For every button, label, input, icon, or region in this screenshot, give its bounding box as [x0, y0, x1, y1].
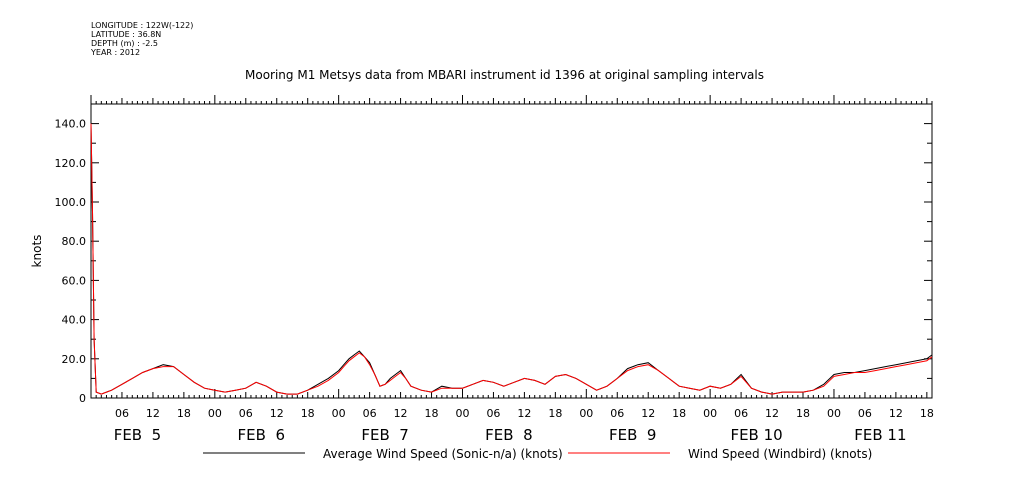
day-label: FEB 8: [485, 426, 532, 444]
x-tick-label: 00: [579, 407, 593, 420]
x-tick-label: 12: [641, 407, 655, 420]
chart-title: Mooring M1 Metsys data from MBARI instru…: [245, 68, 764, 82]
x-tick-label: 00: [827, 407, 841, 420]
x-tick-labels: 06 12 18 00 06 12 18 00 06 12 18 00 06 12 18 00 06 12 18 00…: [115, 407, 934, 420]
depth-label: DEPTH (m) : -2.5: [91, 39, 158, 48]
x-tick-label: 06: [239, 407, 253, 420]
day-label: FEB 5: [114, 426, 161, 444]
axis-ticks: [90, 95, 933, 399]
day-label: FEB 10: [730, 426, 782, 444]
x-tick-label: 06: [115, 407, 129, 420]
series-lines: [90, 123, 933, 395]
y-tick-label: 120.0: [55, 157, 87, 170]
x-tick-label: 12: [270, 407, 284, 420]
day-label: FEB 9: [609, 426, 656, 444]
longitude-label: LONGITUDE : 122W(-122): [91, 21, 194, 30]
y-tick-label: 20.0: [62, 353, 87, 366]
y-tick-label: 140.0: [55, 118, 87, 131]
x-tick-label: 06: [734, 407, 748, 420]
y-tick-label: 60.0: [62, 274, 87, 287]
x-tick-label: 18: [548, 407, 562, 420]
plot-frame: [90, 103, 933, 399]
x-tick-label: 18: [920, 407, 934, 420]
x-tick-label: 18: [301, 407, 315, 420]
year-label: YEAR : 2012: [91, 48, 141, 57]
y-tick-label: 80.0: [62, 235, 87, 248]
legend: Average Wind Speed (Sonic-n/a) (knots) W…: [203, 447, 872, 461]
y-axis-label: knots: [30, 235, 44, 268]
x-tick-label: 18: [796, 407, 810, 420]
x-tick-label: 00: [455, 407, 469, 420]
x-tick-label: 12: [889, 407, 903, 420]
day-label: FEB 7: [361, 426, 408, 444]
x-tick-label: 12: [146, 407, 160, 420]
x-tick-label: 00: [703, 407, 717, 420]
x-tick-label: 18: [177, 407, 191, 420]
x-tick-label: 06: [363, 407, 377, 420]
y-tick-label: 0: [79, 392, 86, 405]
x-tick-label: 18: [672, 407, 686, 420]
day-label: FEB 6: [238, 426, 285, 444]
x-tick-label: 12: [394, 407, 408, 420]
x-tick-label: 12: [517, 407, 531, 420]
day-labels: FEB 5 FEB 6 FEB 7 FEB 8 FEB 9 FEB 10 FEB 11: [114, 426, 907, 444]
day-label: FEB 11: [854, 426, 906, 444]
legend-label-windbird: Wind Speed (Windbird) (knots): [688, 447, 872, 461]
x-tick-label: 00: [208, 407, 222, 420]
latitude-label: LATITUDE : 36.8N: [91, 30, 162, 39]
x-tick-label: 12: [765, 407, 779, 420]
legend-label-average-wind: Average Wind Speed (Sonic-n/a) (knots): [323, 447, 563, 461]
series-line-average-wind: [90, 123, 933, 395]
x-tick-label: 00: [332, 407, 346, 420]
x-tick-label: 06: [610, 407, 624, 420]
x-tick-label: 18: [425, 407, 439, 420]
x-tick-label: 06: [486, 407, 500, 420]
metadata-block: LONGITUDE : 122W(-122) LATITUDE : 36.8N …: [91, 21, 193, 57]
y-tick-labels: 0 20.0 40.0 60.0 80.0 100.0 120.0 140.0: [55, 118, 87, 405]
y-tick-label: 40.0: [62, 314, 87, 327]
x-tick-label: 06: [858, 407, 872, 420]
series-line-windbird: [90, 123, 933, 395]
y-tick-label: 100.0: [55, 196, 87, 209]
